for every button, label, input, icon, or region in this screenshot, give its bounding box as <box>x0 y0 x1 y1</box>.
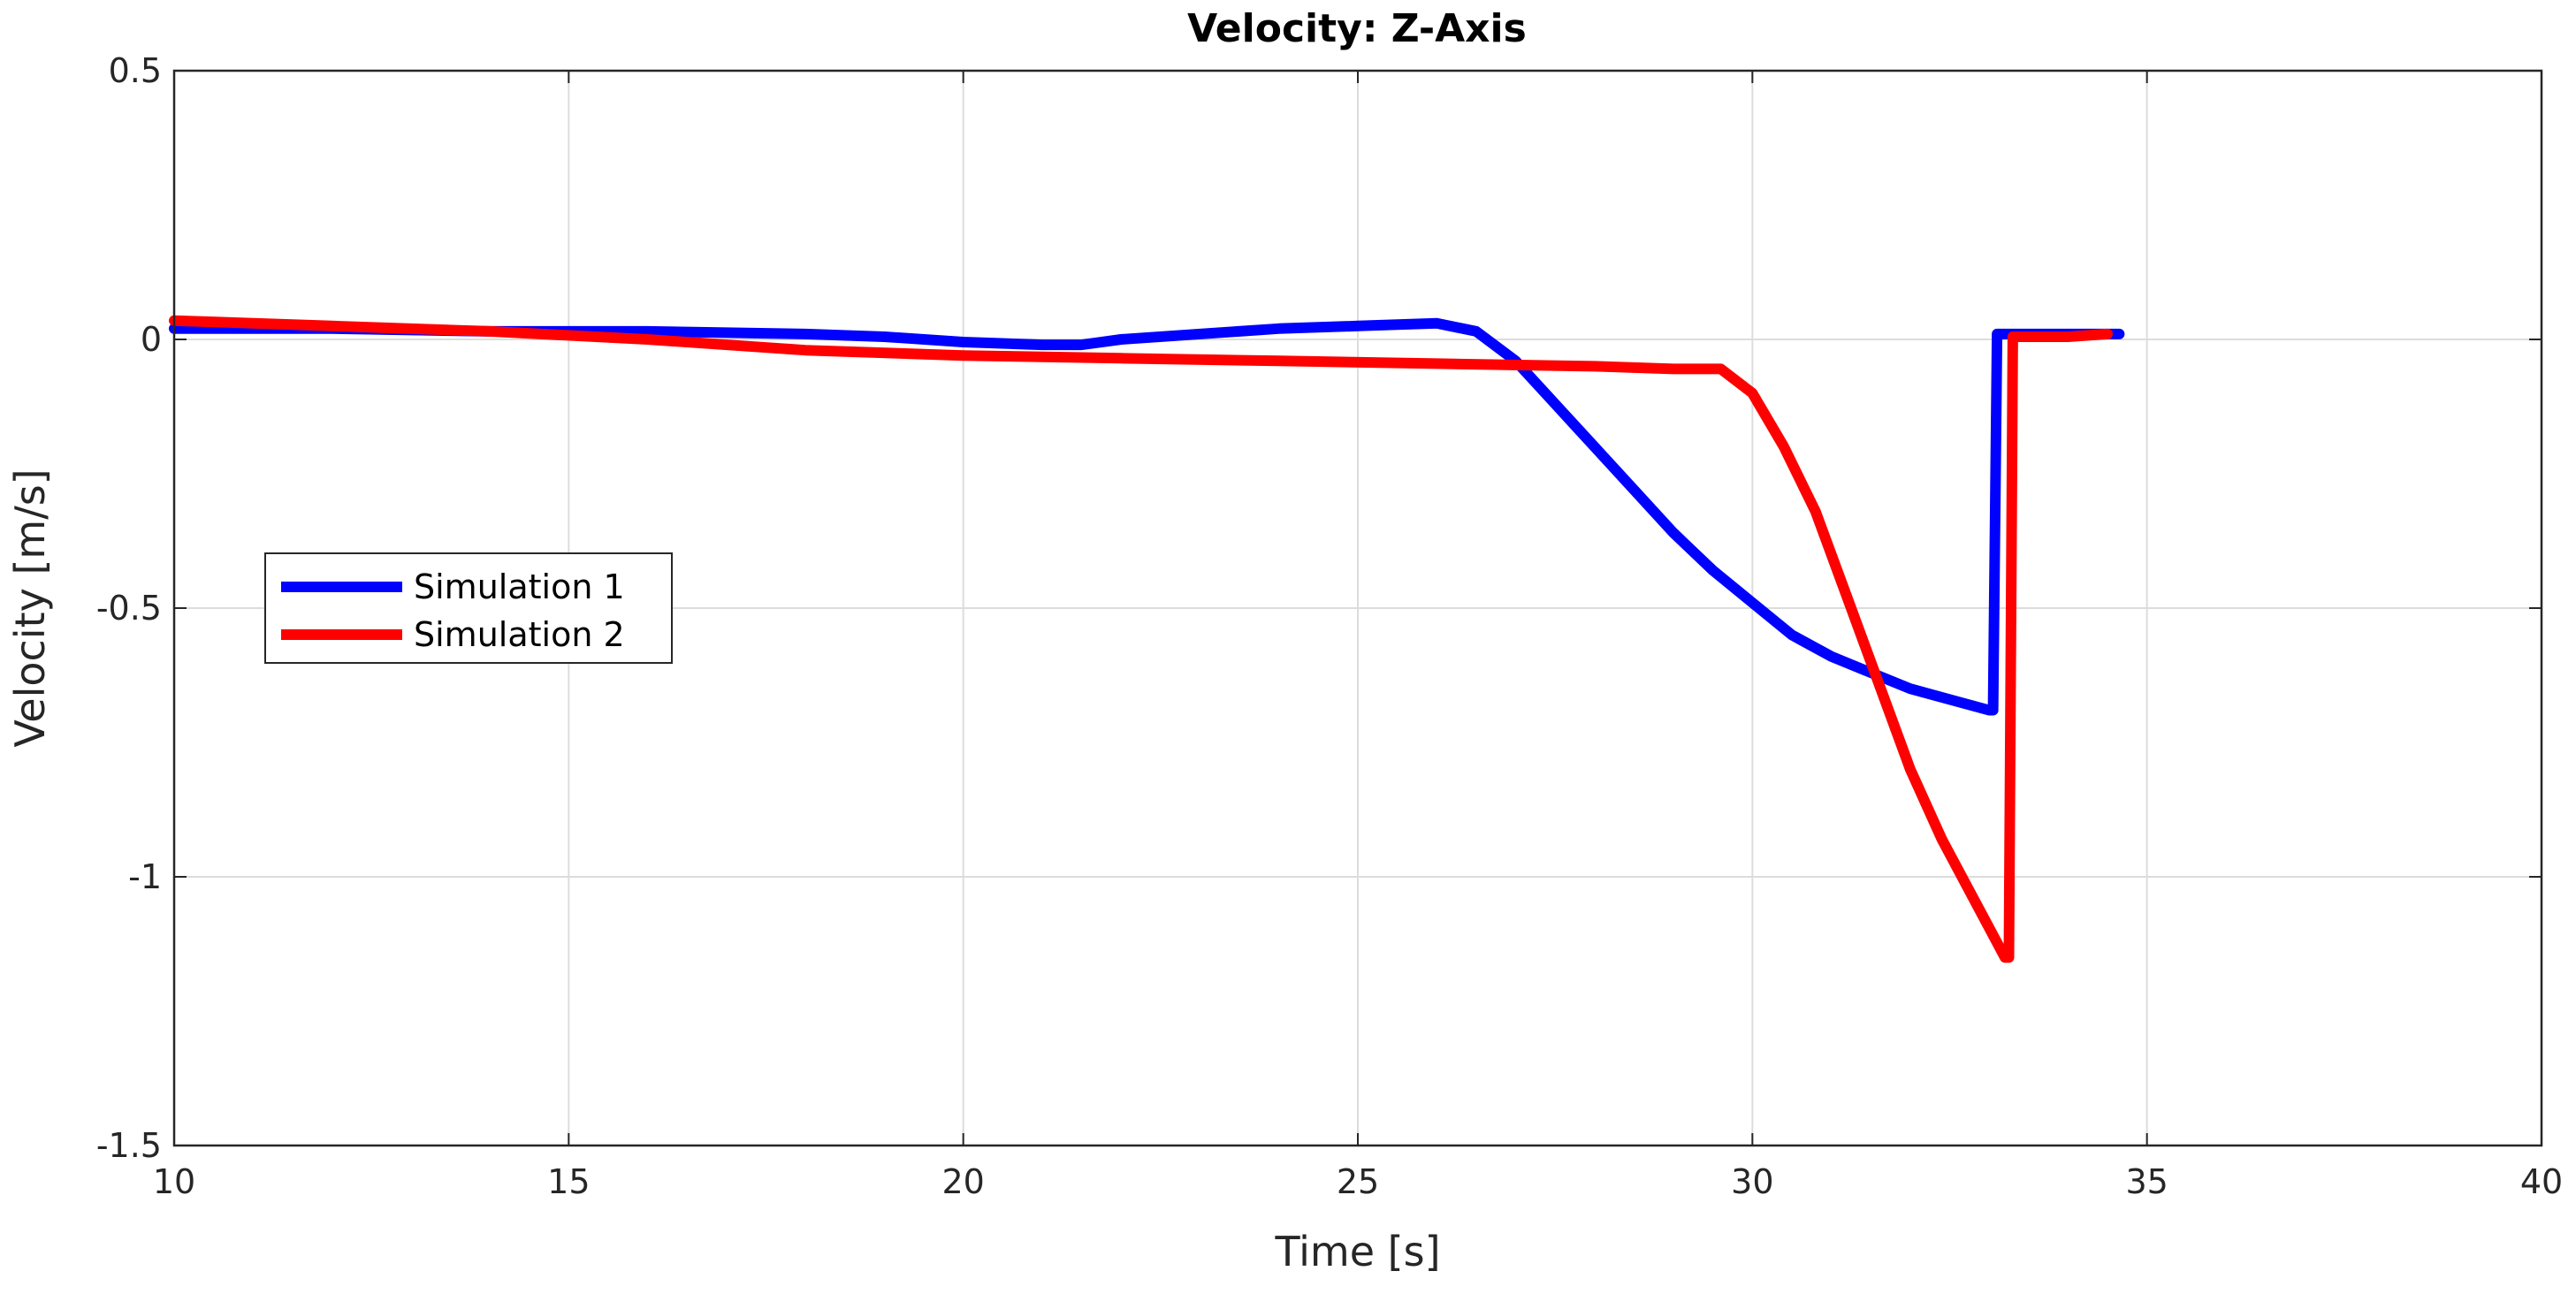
y-tick-label: -0.5 <box>96 589 162 628</box>
y-tick-label: -1 <box>128 857 162 896</box>
legend-label-simulation-1: Simulation 1 <box>414 567 625 606</box>
y-tick-label: 0 <box>141 320 162 359</box>
y-tick-label: 0.5 <box>109 51 162 90</box>
series-line-simulation-2 <box>169 315 2113 963</box>
legend-box <box>264 552 673 664</box>
x-tick-label: 15 <box>547 1162 590 1201</box>
legend: Simulation 1 Simulation 2 <box>264 552 673 664</box>
x-tick-label: 10 <box>153 1162 195 1201</box>
x-tick-label: 35 <box>2125 1162 2168 1201</box>
chart-title: Velocity: Z-Axis <box>1187 6 1527 51</box>
legend-label-simulation-2: Simulation 2 <box>414 615 625 654</box>
y-tick-label: -1.5 <box>96 1126 162 1165</box>
x-tick-label: 30 <box>1731 1162 1773 1201</box>
x-axis-label: Time [s] <box>1274 1228 1440 1275</box>
plot-series <box>169 315 2125 963</box>
y-axis-label: Velocity [m/s] <box>6 468 54 747</box>
x-tick-label: 25 <box>1337 1162 1379 1201</box>
x-tick-label: 20 <box>941 1162 984 1201</box>
x-tick-label: 40 <box>2520 1162 2563 1201</box>
axis-ticks: 10 15 20 25 30 35 40 0.5 0 -0.5 -1 -1.5 <box>96 51 2563 1201</box>
series-line-simulation-1 <box>169 317 2125 716</box>
